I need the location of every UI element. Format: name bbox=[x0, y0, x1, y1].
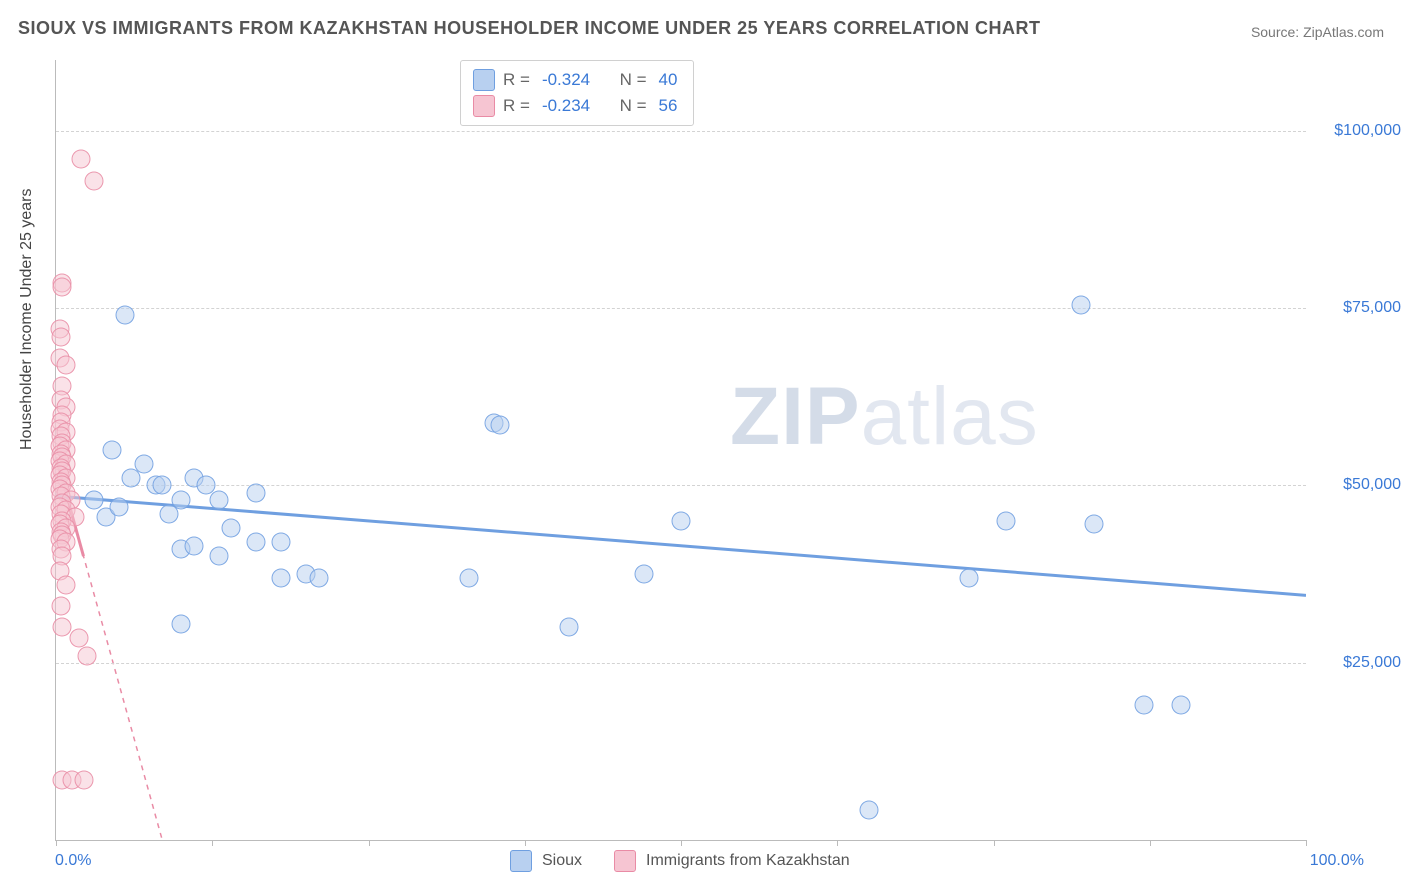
data-point-sioux bbox=[209, 547, 228, 566]
data-point-sioux bbox=[859, 801, 878, 820]
legend-row-kazakhstan: R = -0.234 N = 56 bbox=[473, 93, 681, 119]
scatter-plot: $25,000$50,000$75,000$100,000 bbox=[55, 60, 1306, 841]
source-attribution: Source: ZipAtlas.com bbox=[1251, 24, 1384, 40]
data-point-kazakhstan bbox=[69, 628, 88, 647]
gridline-h bbox=[56, 663, 1306, 664]
series-legend: Sioux Immigrants from Kazakhstan bbox=[510, 850, 850, 872]
series-label-sioux: Sioux bbox=[542, 852, 582, 870]
data-point-sioux bbox=[309, 568, 328, 587]
data-point-sioux bbox=[490, 416, 509, 435]
trend-lines-layer bbox=[56, 60, 1306, 840]
x-tick-mark bbox=[681, 840, 682, 846]
data-point-sioux bbox=[115, 306, 134, 325]
x-tick-mark bbox=[1306, 840, 1307, 846]
x-tick-min: 0.0% bbox=[55, 852, 91, 870]
data-point-sioux bbox=[209, 490, 228, 509]
data-point-sioux bbox=[153, 476, 172, 495]
page-title: SIOUX VS IMMIGRANTS FROM KAZAKHSTAN HOUS… bbox=[18, 18, 1041, 39]
r-value-kazakhstan: -0.234 bbox=[542, 93, 590, 119]
data-point-kazakhstan bbox=[72, 150, 91, 169]
data-point-kazakhstan bbox=[52, 597, 71, 616]
x-tick-mark bbox=[212, 840, 213, 846]
n-value-kazakhstan: 56 bbox=[659, 93, 678, 119]
x-tick-max: 100.0% bbox=[1310, 852, 1364, 870]
data-point-sioux bbox=[272, 568, 291, 587]
swatch-sioux bbox=[473, 69, 495, 91]
x-tick-mark bbox=[994, 840, 995, 846]
data-point-sioux bbox=[559, 618, 578, 637]
data-point-sioux bbox=[959, 568, 978, 587]
gridline-h bbox=[56, 308, 1306, 309]
data-point-sioux bbox=[1084, 515, 1103, 534]
y-tick-label: $25,000 bbox=[1343, 654, 1401, 672]
data-point-sioux bbox=[272, 533, 291, 552]
data-point-kazakhstan bbox=[57, 575, 76, 594]
data-point-kazakhstan bbox=[78, 646, 97, 665]
data-point-sioux bbox=[634, 565, 653, 584]
data-point-sioux bbox=[1134, 696, 1153, 715]
r-value-sioux: -0.324 bbox=[542, 67, 590, 93]
data-point-sioux bbox=[1172, 696, 1191, 715]
x-tick-mark bbox=[369, 840, 370, 846]
data-point-kazakhstan bbox=[53, 277, 72, 296]
data-point-kazakhstan bbox=[57, 355, 76, 374]
data-point-sioux bbox=[172, 614, 191, 633]
x-tick-mark bbox=[837, 840, 838, 846]
data-point-sioux bbox=[222, 519, 241, 538]
y-tick-label: $75,000 bbox=[1343, 299, 1401, 317]
data-point-sioux bbox=[672, 511, 691, 530]
data-point-sioux bbox=[247, 483, 266, 502]
legend-row-sioux: R = -0.324 N = 40 bbox=[473, 67, 681, 93]
y-tick-label: $50,000 bbox=[1343, 476, 1401, 494]
correlation-legend: R = -0.324 N = 40 R = -0.234 N = 56 bbox=[460, 60, 694, 126]
data-point-sioux bbox=[1072, 295, 1091, 314]
r-label: R = bbox=[503, 93, 530, 119]
series-label-kazakhstan: Immigrants from Kazakhstan bbox=[646, 852, 850, 870]
swatch-kazakhstan bbox=[614, 850, 636, 872]
data-point-sioux bbox=[134, 455, 153, 474]
n-label: N = bbox=[620, 93, 647, 119]
data-point-sioux bbox=[459, 568, 478, 587]
r-label: R = bbox=[503, 67, 530, 93]
data-point-sioux bbox=[997, 511, 1016, 530]
data-point-sioux bbox=[84, 490, 103, 509]
data-point-kazakhstan bbox=[52, 327, 71, 346]
swatch-kazakhstan bbox=[473, 95, 495, 117]
x-tick-mark bbox=[56, 840, 57, 846]
data-point-sioux bbox=[109, 497, 128, 516]
gridline-h bbox=[56, 131, 1306, 132]
x-tick-mark bbox=[1150, 840, 1151, 846]
y-axis-label: Householder Income Under 25 years bbox=[18, 189, 36, 450]
data-point-kazakhstan bbox=[84, 171, 103, 190]
x-tick-mark bbox=[525, 840, 526, 846]
swatch-sioux bbox=[510, 850, 532, 872]
data-point-sioux bbox=[184, 536, 203, 555]
n-label: N = bbox=[620, 67, 647, 93]
y-tick-label: $100,000 bbox=[1334, 122, 1401, 140]
data-point-sioux bbox=[247, 533, 266, 552]
gridline-h bbox=[56, 485, 1306, 486]
data-point-kazakhstan bbox=[74, 770, 93, 789]
data-point-sioux bbox=[103, 441, 122, 460]
data-point-sioux bbox=[172, 490, 191, 509]
n-value-sioux: 40 bbox=[659, 67, 678, 93]
